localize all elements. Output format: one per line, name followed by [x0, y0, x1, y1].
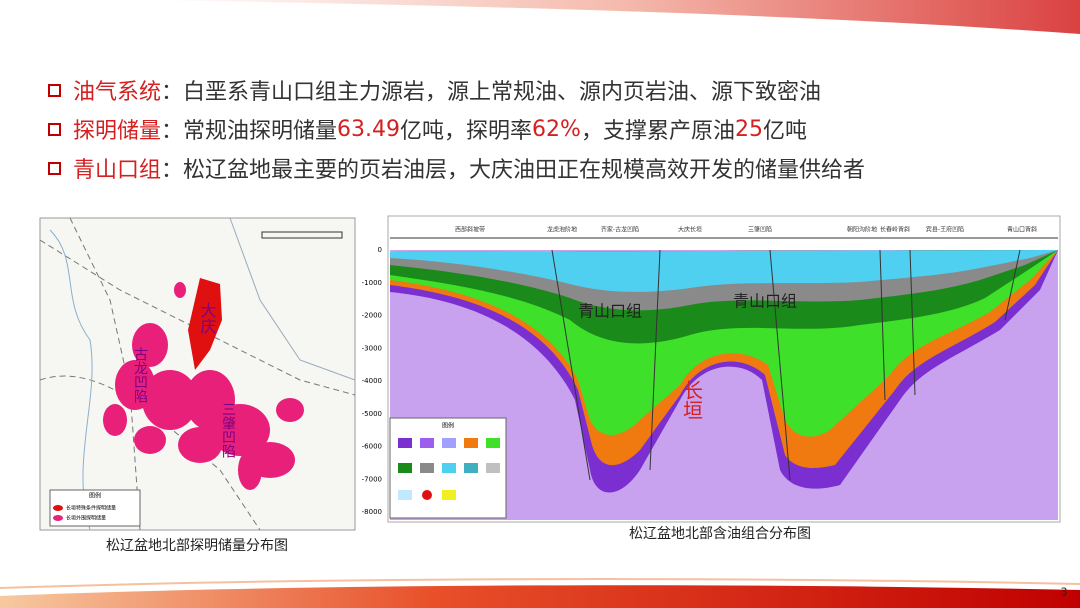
- map-label: 三肇凹陷: [220, 402, 236, 458]
- depth-tick-label: 0: [378, 246, 382, 254]
- bullet-icon: [48, 161, 61, 175]
- section-legend-title: 图例: [442, 422, 454, 430]
- zone-label: 大庆长垣: [678, 226, 702, 234]
- bullet: 青山口组 ：松辽盆地最主要的页岩油层，大庆油田正在规模高效开发的储量供给者: [48, 152, 865, 184]
- depth-tick-label: -4000: [362, 377, 382, 385]
- zone-label: 青山口背斜: [1007, 226, 1037, 234]
- bullet-text: 亿吨: [762, 119, 807, 144]
- section-label: 青山口组: [578, 302, 642, 321]
- depth-tick-label: -6000: [362, 443, 382, 451]
- bullet-text: ：常规油探明储量: [161, 119, 338, 144]
- depth-tick-label: -3000: [362, 344, 382, 352]
- bullet: 油气系统 ：白垩系青山口组主力源岩，源上常规油、源内页岩油、源下致密油: [48, 74, 821, 106]
- depth-tick-label: -1000: [362, 279, 382, 287]
- section-label: 长垣: [680, 380, 704, 420]
- bullet-text: ，支撑累产原油: [580, 119, 735, 144]
- bullet-text: 25: [734, 116, 763, 142]
- map-caption: 松辽盆地北部探明储量分布图: [106, 538, 288, 554]
- zone-label: 宾县-王府凹陷: [926, 226, 964, 234]
- bullet-text: 63.49: [337, 116, 401, 142]
- zone-label: 西部斜坡带: [455, 226, 485, 234]
- zone-label: 龙虎泡阶地: [547, 226, 577, 234]
- depth-tick-label: -8000: [362, 508, 382, 516]
- depth-tick-label: -2000: [362, 312, 382, 320]
- zone-label: 齐家-古龙凹陷: [601, 226, 639, 234]
- bullet-label: 探明储量: [73, 119, 162, 144]
- map-label: 古龙凹陷: [132, 347, 148, 403]
- bullet-text: 亿吨，探明率: [400, 119, 533, 144]
- map-legend-item: 长垣外围探明储量: [66, 515, 106, 522]
- depth-tick-label: -7000: [362, 475, 382, 483]
- depth-tick-label: -5000: [362, 410, 382, 418]
- map-label: 大庆: [198, 302, 217, 334]
- bullet-label: 油气系统: [73, 80, 162, 105]
- bullet-text: ：白垩系青山口组主力源岩，源上常规油、源内页岩油、源下致密油: [161, 80, 822, 105]
- section-label: 青山口组: [733, 292, 797, 311]
- bullet-text: ：松辽盆地最主要的页岩油层，大庆油田正在规模高效开发的储量供给者: [161, 158, 866, 183]
- map-legend-title: 图例: [89, 492, 101, 500]
- dynamic: 大庆古龙凹陷三肇凹陷图例长垣特殊条件探明储量长垣外围探明储量0-1000-200…: [66, 226, 1037, 522]
- bullet-label: 青山口组: [73, 158, 162, 183]
- bullet-icon: [48, 83, 61, 97]
- zone-label: 长春岭背斜: [880, 226, 910, 234]
- page-number: 3: [1060, 585, 1068, 599]
- zone-label: 朝阳沟阶地: [847, 226, 877, 234]
- bullet-text: 62%: [532, 116, 581, 142]
- bullet-icon: [48, 122, 61, 136]
- section-figure: [387, 215, 1061, 523]
- zone-label: 三肇凹陷: [748, 226, 772, 234]
- map-figure: [39, 217, 356, 531]
- section-caption: 松辽盆地北部含油组合分布图: [629, 526, 811, 542]
- bullet: 探明储量 ：常规油探明储量 63.49 亿吨，探明率 62% ，支撑累产原油 25 亿吨: [48, 113, 807, 145]
- map-legend-item: 长垣特殊条件探明储量: [66, 505, 116, 512]
